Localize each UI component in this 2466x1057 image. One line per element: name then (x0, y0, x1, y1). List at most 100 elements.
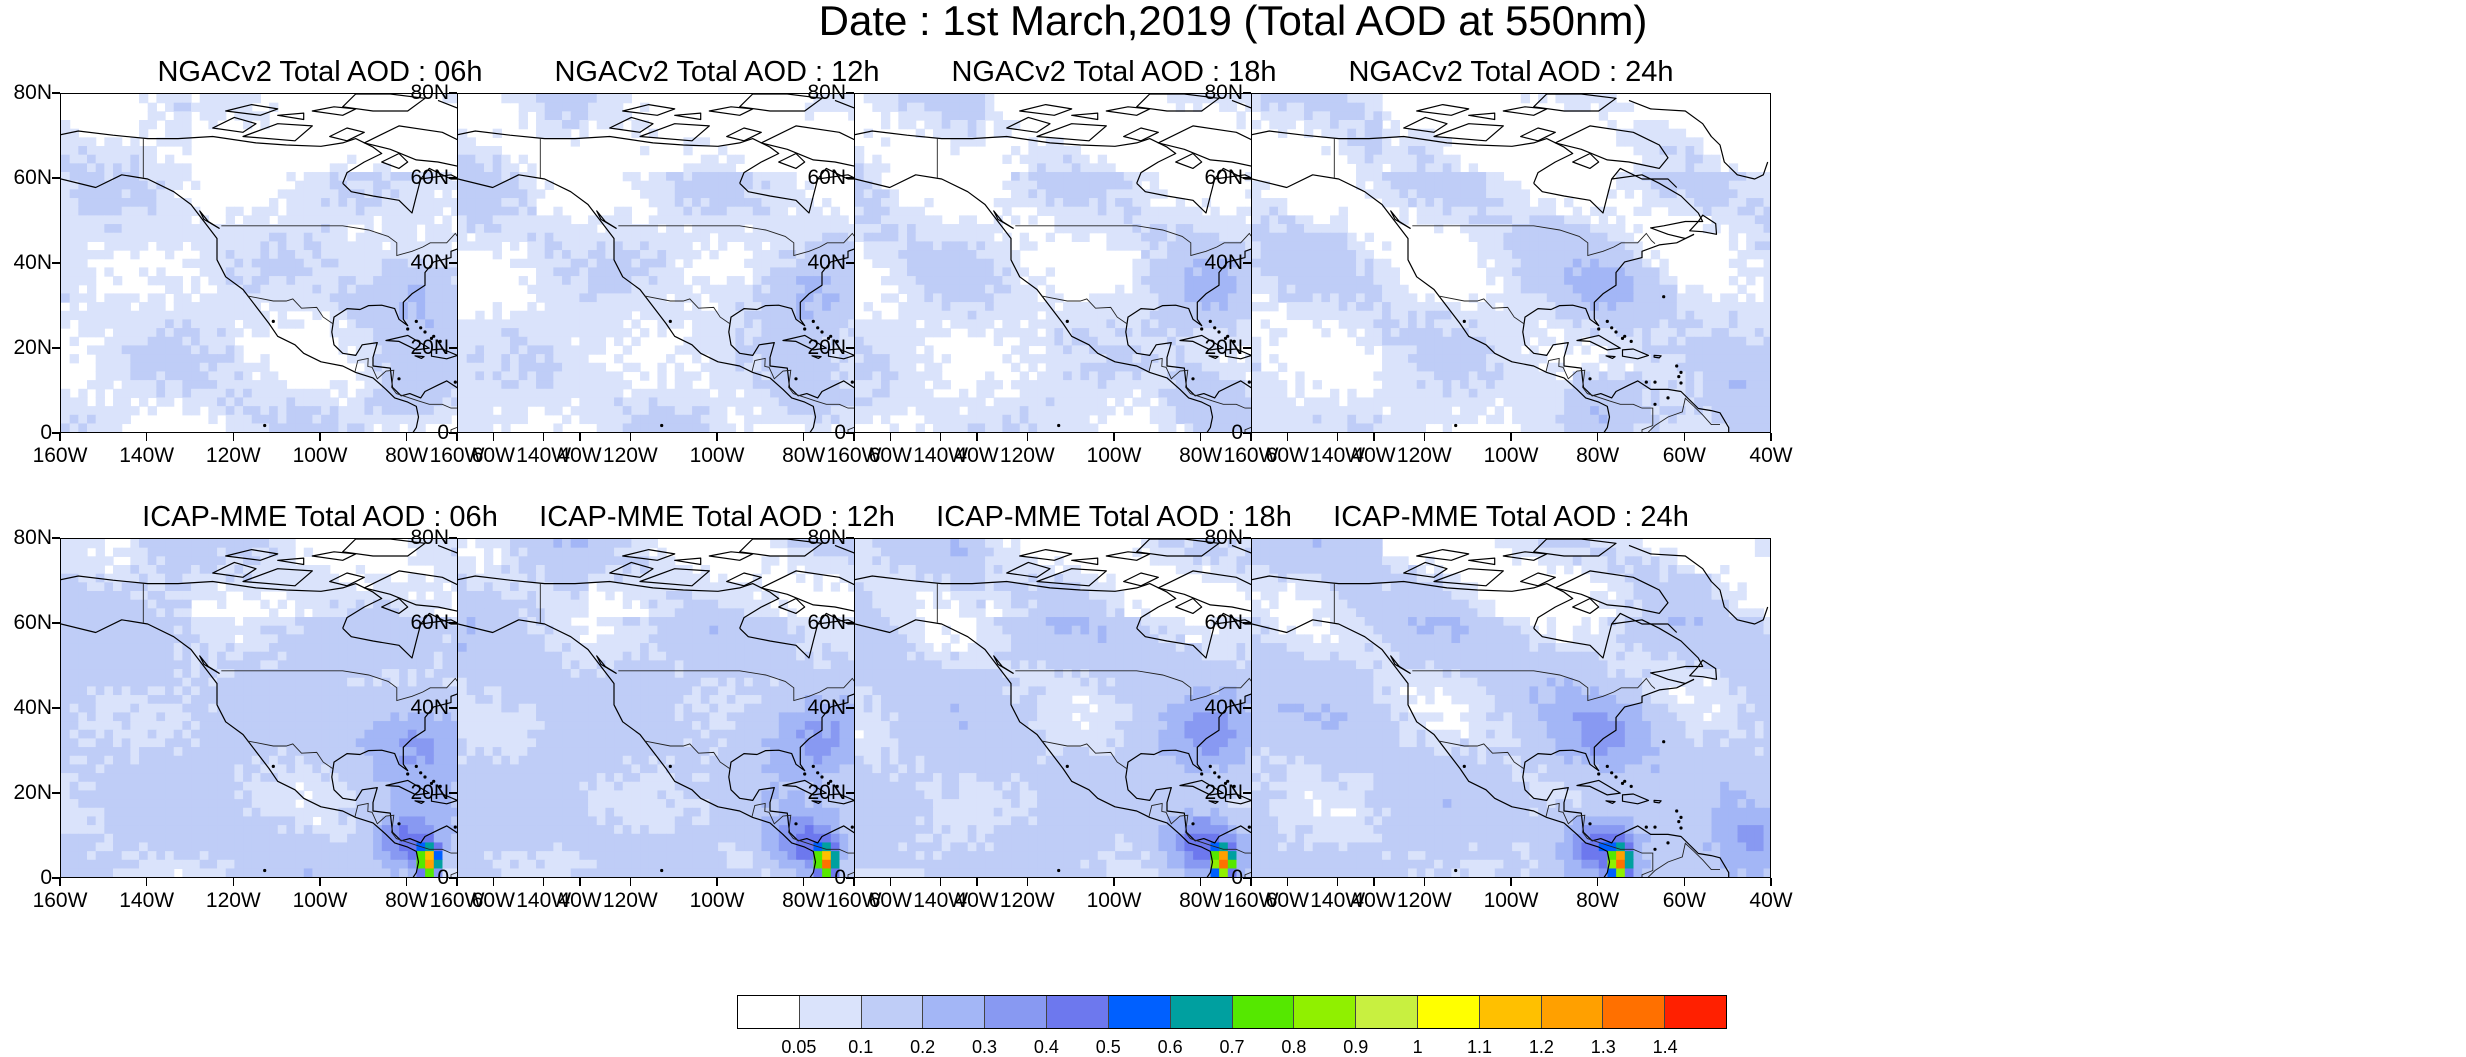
lon-tick (1510, 433, 1512, 441)
lon-tick (940, 878, 942, 886)
lon-tick (146, 878, 148, 886)
lat-tick-label: 80N (399, 82, 449, 104)
lon-tick (1597, 433, 1599, 441)
lat-tick-label: 40N (796, 252, 846, 274)
lon-tick (319, 433, 321, 441)
colorbar-label: 1.4 (1635, 1037, 1695, 1057)
lon-tick-label: 160W (1211, 445, 1291, 467)
lat-tick-label: 40N (399, 697, 449, 719)
lon-tick-label: 140W (1298, 890, 1378, 912)
lat-tick-label: 80N (2, 527, 52, 549)
lat-tick-label: 0 (1193, 422, 1243, 444)
lat-tick (846, 707, 854, 709)
lat-tick (449, 92, 457, 94)
colorbar-label: 1.2 (1511, 1037, 1571, 1057)
lon-tick (1027, 433, 1029, 441)
lat-tick-label: 20N (1193, 782, 1243, 804)
colorbar-box (1480, 996, 1542, 1028)
lon-tick-label: 120W (590, 890, 670, 912)
lat-tick-label: 20N (1193, 337, 1243, 359)
lon-tick (1770, 878, 1772, 886)
lat-tick-label: 0 (2, 422, 52, 444)
colorbar-box (800, 996, 862, 1028)
colorbar-label: 0.8 (1264, 1037, 1324, 1057)
lat-tick-label: 0 (796, 422, 846, 444)
lat-tick-label: 40N (1193, 252, 1243, 274)
aod-field-plot (1252, 539, 1771, 878)
lat-tick (1243, 792, 1251, 794)
lat-tick (846, 622, 854, 624)
lon-tick (233, 878, 235, 886)
lon-tick-label: 120W (590, 445, 670, 467)
lat-tick (846, 347, 854, 349)
lat-tick-label: 40N (1193, 697, 1243, 719)
colorbar-box (1171, 996, 1233, 1028)
lat-tick-label: 60N (399, 612, 449, 634)
lon-tick (1684, 433, 1686, 441)
lon-tick (853, 878, 855, 886)
lat-tick-label: 0 (796, 867, 846, 889)
lon-tick (319, 878, 321, 886)
lon-tick-label: 140W (1298, 445, 1378, 467)
lat-tick (846, 262, 854, 264)
lat-tick-label: 60N (2, 167, 52, 189)
lon-tick-label: 140W (504, 445, 584, 467)
lon-tick (1250, 433, 1252, 441)
lat-tick (52, 622, 60, 624)
lon-tick-label: 120W (1384, 445, 1464, 467)
lat-tick-label: 20N (796, 337, 846, 359)
lat-tick (1243, 92, 1251, 94)
lon-tick-label: 100W (1471, 890, 1551, 912)
lat-tick-label: 20N (796, 782, 846, 804)
lon-tick-label: 160W (814, 445, 894, 467)
lon-tick (1113, 433, 1115, 441)
colorbar-label: 0.7 (1202, 1037, 1262, 1057)
lat-tick (52, 792, 60, 794)
lon-tick-label: 160W (417, 445, 497, 467)
lon-tick (1510, 878, 1512, 886)
lat-tick (449, 262, 457, 264)
lon-tick-label: 160W (20, 890, 100, 912)
lon-tick (630, 433, 632, 441)
colorbar-label: 0.9 (1326, 1037, 1386, 1057)
colorbar-box (1542, 996, 1604, 1028)
lon-tick (456, 878, 458, 886)
colorbar-box (1109, 996, 1171, 1028)
lat-tick-label: 20N (399, 337, 449, 359)
lon-tick (146, 433, 148, 441)
aod-map (1251, 93, 1771, 433)
lat-tick-label: 0 (399, 867, 449, 889)
lat-tick (52, 347, 60, 349)
aod-field-plot (1252, 94, 1771, 433)
lon-tick-label: 40W (1731, 445, 1811, 467)
lat-tick (449, 347, 457, 349)
colorbar-box (1665, 996, 1726, 1028)
lat-tick-label: 60N (796, 612, 846, 634)
colorbar-box (985, 996, 1047, 1028)
colorbar-label: 1.3 (1573, 1037, 1633, 1057)
colorbar-box (1047, 996, 1109, 1028)
lat-tick (1243, 347, 1251, 349)
lat-tick (1243, 622, 1251, 624)
lon-tick (1770, 433, 1772, 441)
lat-tick (846, 792, 854, 794)
lat-tick (52, 537, 60, 539)
colorbar-label: 0.1 (831, 1037, 891, 1057)
colorbar-label: 0.2 (893, 1037, 953, 1057)
lat-tick-label: 60N (2, 612, 52, 634)
colorbar-box (862, 996, 924, 1028)
lon-tick (1337, 433, 1339, 441)
lon-tick-label: 120W (1384, 890, 1464, 912)
lat-tick-label: 20N (2, 337, 52, 359)
lon-tick-label: 100W (280, 445, 360, 467)
aod-shading (1252, 94, 1771, 433)
lon-tick-label: 100W (677, 445, 757, 467)
lat-tick (449, 622, 457, 624)
lon-tick-label: 60W (1644, 445, 1724, 467)
lon-tick-label: 160W (1211, 890, 1291, 912)
colorbar-label: 0.6 (1140, 1037, 1200, 1057)
colorbar-box (1233, 996, 1295, 1028)
lat-tick-label: 40N (399, 252, 449, 274)
